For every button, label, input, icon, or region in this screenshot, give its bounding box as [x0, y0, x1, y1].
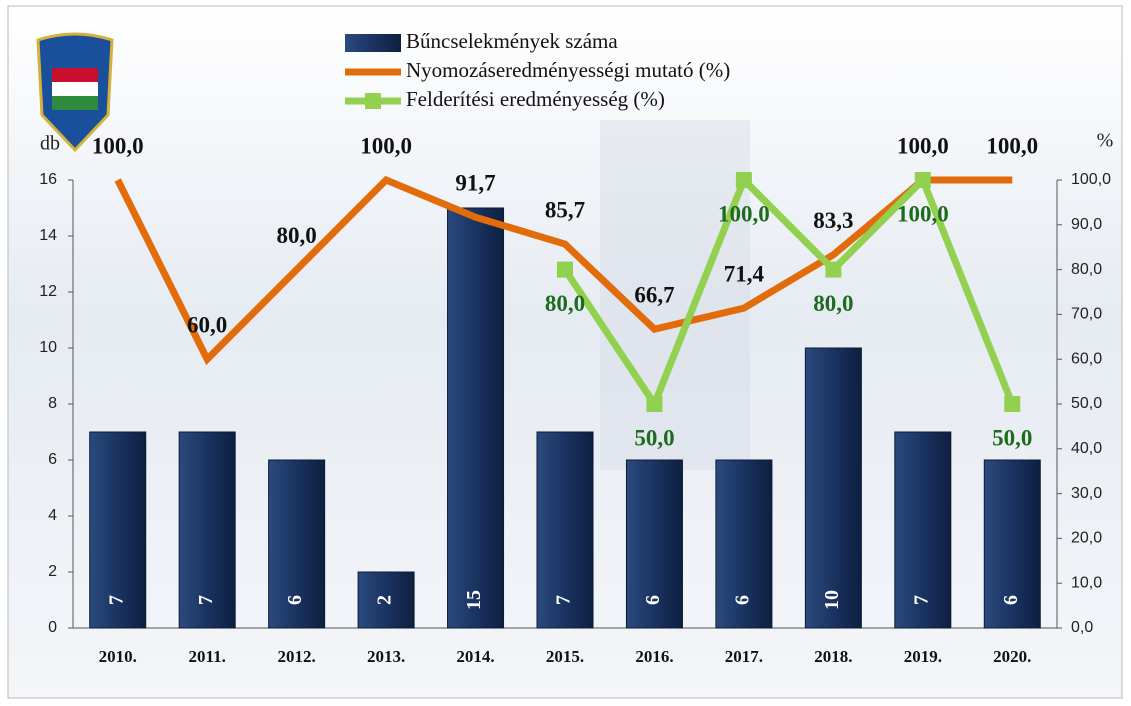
y-tick-label: 6 [48, 451, 57, 468]
value-label: 80,0 [545, 291, 585, 316]
y2-tick-label: 30,0 [1071, 485, 1102, 502]
bar [447, 207, 505, 629]
y2-tick-label: 40,0 [1071, 440, 1102, 457]
y2-tick-label: 100,0 [1071, 171, 1111, 188]
value-label: 50,0 [992, 425, 1032, 450]
line [562, 173, 1016, 412]
bar-value-label: 7 [105, 595, 127, 605]
legend-label: Felderítési eredményesség (%) [406, 87, 665, 111]
x-tick-label: 2017. [725, 647, 763, 666]
bar-value-label: 6 [284, 595, 306, 605]
bar-value-label: 7 [910, 595, 932, 605]
y2-tick-label: 70,0 [1071, 306, 1102, 323]
bar-value-label: 2 [374, 595, 396, 605]
value-label: 50,0 [634, 425, 674, 450]
y2-tick-label: 90,0 [1071, 216, 1102, 233]
bar [268, 459, 326, 629]
value-label: 91,7 [455, 170, 495, 195]
marker [646, 396, 663, 412]
y2-tick-label: 60,0 [1071, 350, 1102, 367]
y-tick-label: 16 [39, 171, 57, 188]
y-tick-label: 14 [39, 227, 57, 244]
marker [735, 172, 752, 188]
bar [178, 431, 236, 629]
y-tick-label: 10 [39, 339, 57, 356]
value-label: 66,7 [634, 282, 674, 307]
x-tick-label: 2012. [278, 647, 316, 666]
marker [825, 261, 842, 278]
value-label: 100,0 [897, 201, 949, 226]
bar [536, 431, 594, 629]
value-label: 71,4 [724, 261, 765, 286]
bar [357, 571, 415, 629]
value-label: 100,0 [360, 133, 412, 158]
value-label: 83,3 [813, 208, 853, 233]
x-tick-label: 2013. [367, 647, 405, 666]
x-tick-label: 2018. [814, 647, 852, 666]
bar [625, 459, 683, 629]
bar-value-label: 6 [1000, 595, 1022, 605]
marker [914, 172, 931, 188]
marker [557, 261, 573, 278]
y-axis-label: db [40, 133, 60, 155]
line [114, 175, 1013, 366]
y-tick-label: 12 [39, 283, 57, 300]
bar-value-label: 7 [195, 595, 217, 605]
y-tick-label: 2 [48, 563, 57, 580]
value-label: 80,0 [813, 291, 853, 316]
bar [89, 431, 147, 629]
y2-tick-label: 20,0 [1071, 530, 1102, 547]
legend-marker [365, 93, 381, 109]
x-tick-label: 2016. [635, 647, 673, 666]
y-tick-label: 8 [48, 395, 57, 412]
x-tick-label: 2015. [546, 647, 584, 666]
legend-label: Nyomozáseredményességi mutató (%) [406, 58, 730, 82]
bar [894, 431, 952, 629]
value-label: 100,0 [718, 201, 770, 226]
value-label: 85,7 [545, 197, 585, 222]
y2-tick-label: 50,0 [1071, 395, 1102, 412]
x-tick-label: 2011. [189, 647, 226, 666]
bar-value-label: 15 [463, 590, 485, 610]
building [600, 120, 750, 470]
y2-tick-label: 0,0 [1071, 619, 1093, 636]
x-tick-label: 2014. [456, 647, 494, 666]
logo [36, 32, 114, 153]
value-label: 100,0 [986, 133, 1038, 158]
value-label: 100,0 [92, 133, 144, 158]
y-tick-label: 0 [48, 619, 57, 636]
y2-axis-label: % [1097, 130, 1114, 152]
legend-swatch [345, 34, 401, 52]
y2-tick-label: 10,0 [1071, 574, 1102, 591]
value-label: 80,0 [277, 223, 317, 248]
y-tick-label: 4 [48, 507, 57, 524]
bar [983, 459, 1041, 629]
bar [804, 347, 862, 629]
y2-tick-label: 80,0 [1071, 261, 1102, 278]
bar-value-label: 10 [821, 590, 843, 610]
x-tick-label: 2010. [99, 647, 137, 666]
value-label: 100,0 [897, 133, 949, 158]
bar [715, 459, 773, 629]
bar-value-label: 7 [553, 595, 575, 605]
value-label: 60,0 [187, 312, 227, 337]
bar-value-label: 6 [642, 595, 664, 605]
bar-value-label: 6 [732, 595, 754, 605]
x-tick-label: 2019. [904, 647, 942, 666]
legend-label: Bűncselekmények száma [406, 29, 618, 53]
marker [1004, 396, 1021, 412]
x-tick-label: 2020. [993, 647, 1031, 666]
